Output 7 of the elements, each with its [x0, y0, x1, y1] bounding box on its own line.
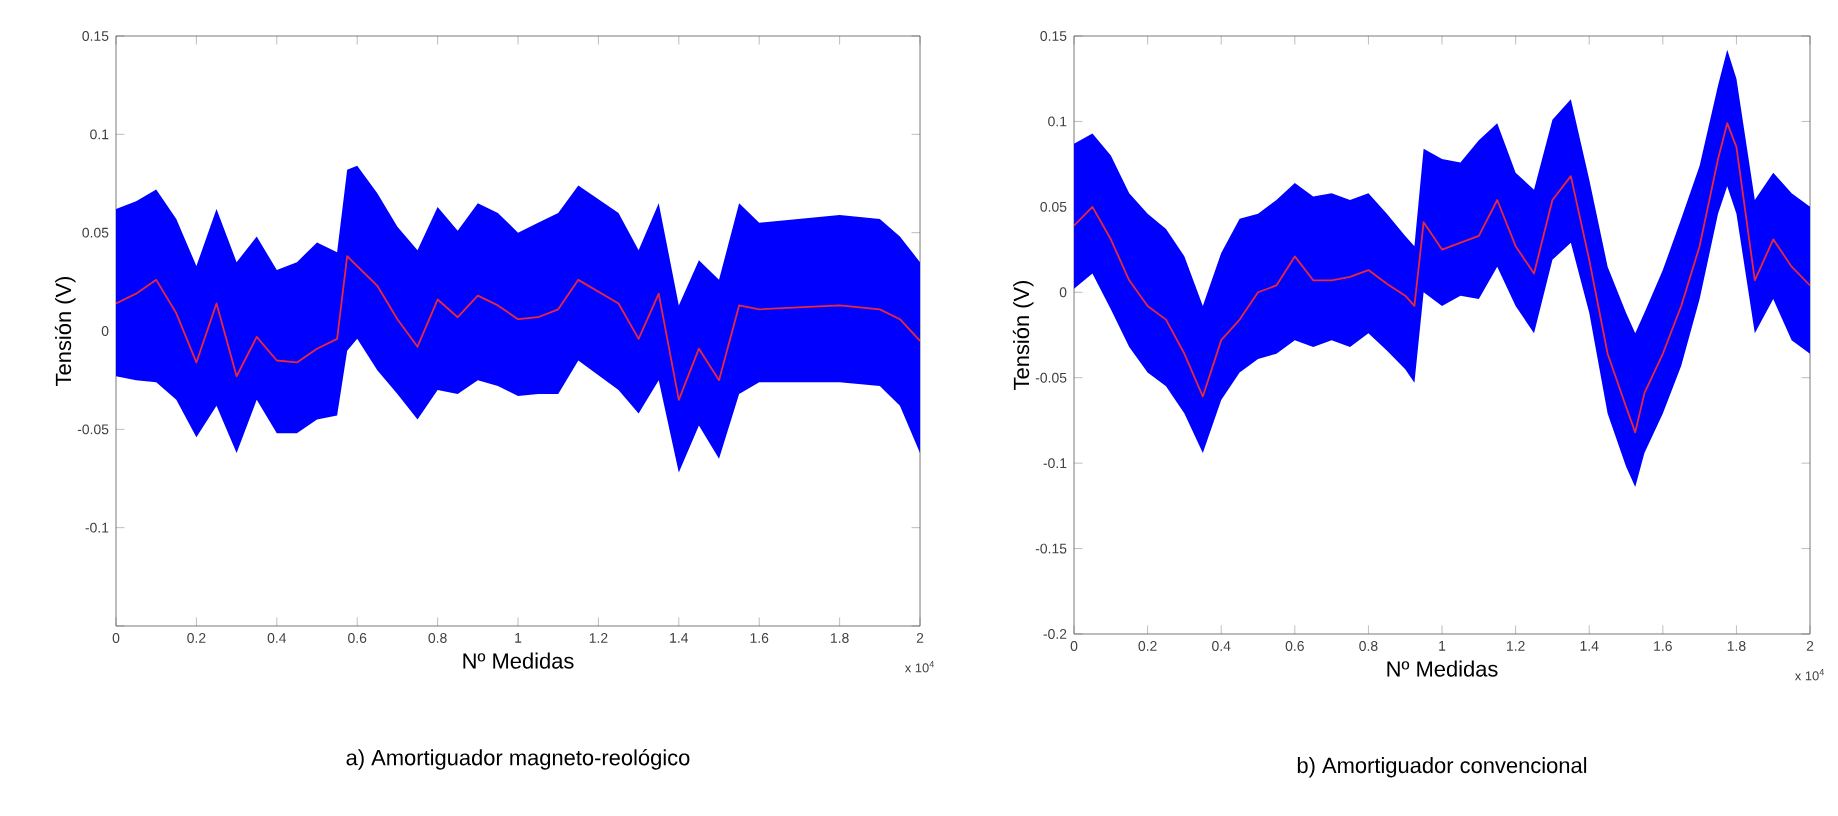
y-axis-title: Tensión (V): [54, 276, 76, 386]
text: a) Amortiguador magneto-reológico: [346, 749, 690, 770]
y-axis-title: Tensión (V): [1012, 280, 1034, 390]
text: b) Amortiguador convencional: [1297, 757, 1587, 778]
x-axis-title: Nº Medidas: [1387, 660, 1498, 677]
line-series: [116, 255, 921, 401]
x-axis-title: Nº Medidas: [463, 652, 574, 669]
